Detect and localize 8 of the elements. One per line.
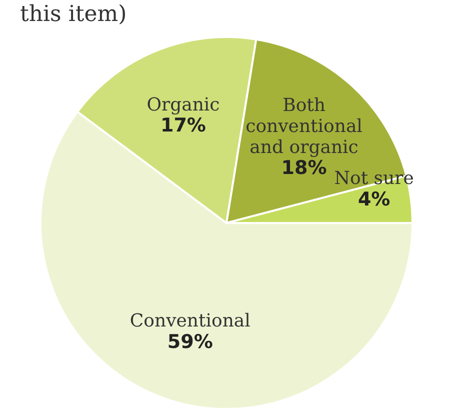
data-label: 4% [358, 188, 390, 210]
slice-label: Organic [146, 94, 220, 116]
chart-title: this item) [19, 1, 128, 29]
data-label: 17% [160, 114, 206, 137]
slice-label: Conventional [130, 310, 251, 332]
data-label: 59% [167, 330, 213, 353]
data-label: 18% [281, 157, 327, 180]
slice-label: Both conventional and organic [246, 94, 363, 158]
